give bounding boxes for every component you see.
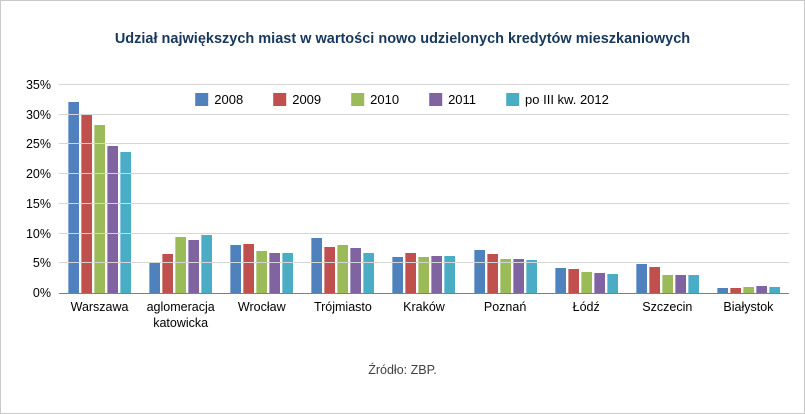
legend-swatch [506, 93, 520, 106]
y-tick-label: 35% [25, 78, 51, 92]
legend-item: 2011 [429, 92, 476, 107]
gridline [59, 262, 789, 264]
bar [405, 252, 417, 293]
gridline [59, 113, 789, 115]
x-axis-label: Kraków [403, 300, 445, 314]
bar [687, 275, 699, 293]
x-axis-label: Wrocław [237, 300, 286, 314]
bars-area [59, 85, 789, 293]
legend-swatch [351, 93, 365, 106]
bar-group [302, 85, 383, 293]
y-tick-label: 10% [25, 226, 51, 241]
chart-title: Udział największych miast w wartości now… [114, 31, 691, 47]
legend-item: 2009 [273, 92, 321, 107]
bar [431, 256, 443, 293]
bar [444, 256, 456, 293]
bar [486, 254, 498, 293]
bar [324, 247, 336, 293]
gridline [59, 202, 789, 204]
x-axis-label: aglomeracja katowicka [146, 300, 215, 331]
bar [68, 101, 80, 293]
bar [337, 245, 349, 293]
y-tick-label: 5% [32, 256, 51, 271]
bar [175, 236, 187, 293]
bar [567, 269, 579, 293]
bar [243, 244, 255, 293]
legend-label: 2010 [370, 92, 400, 107]
bar [512, 259, 524, 293]
bar [94, 125, 106, 293]
bar [311, 237, 323, 293]
legend-label: po III kw. 2012 [525, 92, 609, 107]
y-tick-label: 20% [25, 167, 51, 182]
bar [201, 234, 213, 293]
x-axis-label: Warszawa [70, 300, 129, 314]
bar [755, 285, 767, 293]
bar [674, 274, 686, 293]
bar [661, 275, 673, 293]
gridline [59, 173, 789, 175]
bar [635, 264, 647, 293]
y-tick-label: 0% [32, 286, 51, 300]
bar [256, 251, 268, 293]
x-axis-label: Białystok [723, 300, 774, 314]
legend-swatch [429, 93, 443, 106]
y-tick-label: 25% [25, 137, 51, 152]
gridline [59, 232, 789, 234]
legend-swatch [273, 93, 287, 106]
bar-group [546, 85, 627, 293]
plot-area: 2008 2009 2010 2011 po III kw. 2012 [59, 84, 789, 294]
bar [363, 252, 375, 293]
bar-group [465, 85, 546, 293]
bar [742, 287, 754, 293]
bar-group [627, 85, 708, 293]
bar-group [140, 85, 221, 293]
legend-item: 2010 [351, 92, 399, 107]
bar [392, 257, 404, 293]
gridline [59, 84, 789, 85]
bar [269, 253, 281, 293]
bar [716, 288, 728, 293]
x-axis: Warszawa aglomeracja katowicka Wrocław Trój… [59, 299, 789, 332]
bar [580, 272, 592, 293]
bar [729, 288, 741, 293]
gridline [59, 143, 789, 145]
legend-label: 2009 [292, 92, 322, 107]
legend-swatch [195, 93, 209, 106]
bar [499, 258, 511, 293]
bar [473, 250, 485, 293]
legend-label: 2011 [448, 92, 477, 107]
x-axis-label: Trójmiasto [313, 300, 372, 314]
y-tick-label: 30% [25, 107, 51, 122]
bar-group [708, 85, 789, 293]
bar [107, 146, 119, 293]
bar [768, 287, 780, 293]
legend-item: po III kw. 2012 [506, 92, 609, 107]
x-axis-label: Szczecin [642, 300, 693, 314]
y-tick-label: 15% [25, 196, 51, 211]
legend-item: 2008 [195, 92, 243, 107]
bar [554, 268, 566, 293]
bar [149, 262, 161, 293]
bar [230, 245, 242, 293]
y-axis: 0% 5% 10% 15% 20% 25% 30% 35% [7, 78, 51, 300]
bar-group [221, 85, 302, 293]
bar [282, 252, 294, 293]
bar [648, 267, 660, 293]
bar [188, 239, 200, 293]
bar [418, 257, 430, 293]
x-axis-label: Poznań [483, 300, 527, 314]
bar [162, 254, 174, 293]
bar [525, 260, 537, 293]
bar [120, 151, 132, 293]
source-note: Źródło: ZBP. [368, 363, 437, 377]
x-axis-label: Łódź [572, 300, 600, 314]
legend-label: 2008 [214, 92, 244, 107]
bar-group [383, 85, 464, 293]
bar [606, 273, 618, 293]
bar [593, 273, 605, 293]
legend: 2008 2009 2010 2011 po III kw. 2012 [189, 90, 615, 109]
bar [350, 248, 362, 293]
